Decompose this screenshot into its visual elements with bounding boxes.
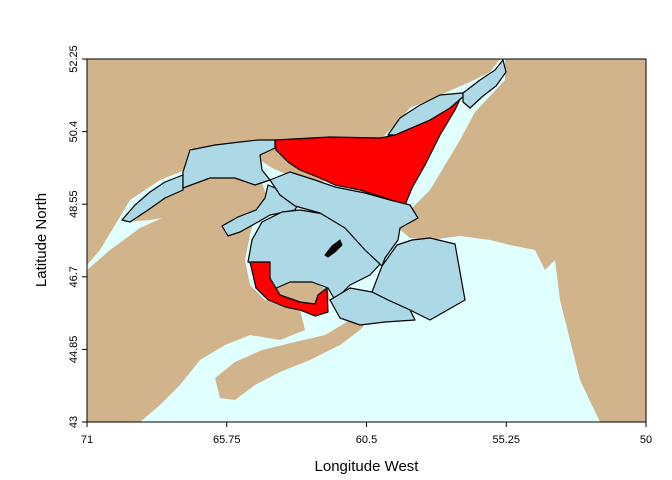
x-tick-label: 71 <box>81 434 93 446</box>
land-nova-scotia <box>215 292 385 400</box>
land-gaspe-peninsula <box>125 176 268 228</box>
y-axis: 52.25 50.4 48.55 46.7 44.85 43 <box>68 45 87 428</box>
zone-gaspe-upper[interactable] <box>182 139 276 189</box>
y-tick-label: 46.7 <box>68 266 80 287</box>
x-axis-title: Longitude West <box>315 458 420 475</box>
y-tick-label: 44.85 <box>68 336 80 364</box>
zone-central-gulf[interactable] <box>269 171 419 267</box>
x-tick-label: 55.25 <box>492 434 520 446</box>
y-tick-label: 52.25 <box>68 45 80 73</box>
y-axis-title: Latitude North <box>33 193 50 287</box>
magdalen-islands <box>324 239 343 258</box>
land-newfoundland <box>398 59 646 422</box>
zone-northumberland-strait[interactable] <box>249 261 329 317</box>
zone-cabot-strait[interactable] <box>329 287 416 326</box>
x-axis: 71 65.75 60.5 55.25 50 <box>81 422 652 446</box>
y-tick-label: 48.55 <box>68 190 80 218</box>
zone-strait-of-belle-isle[interactable] <box>462 59 507 109</box>
y-tick-label: 50.4 <box>68 121 80 142</box>
x-tick-label: 60.5 <box>356 434 377 446</box>
x-tick-label: 50 <box>640 434 652 446</box>
x-tick-label: 65.75 <box>213 434 241 446</box>
y-tick-label: 43 <box>68 416 80 428</box>
